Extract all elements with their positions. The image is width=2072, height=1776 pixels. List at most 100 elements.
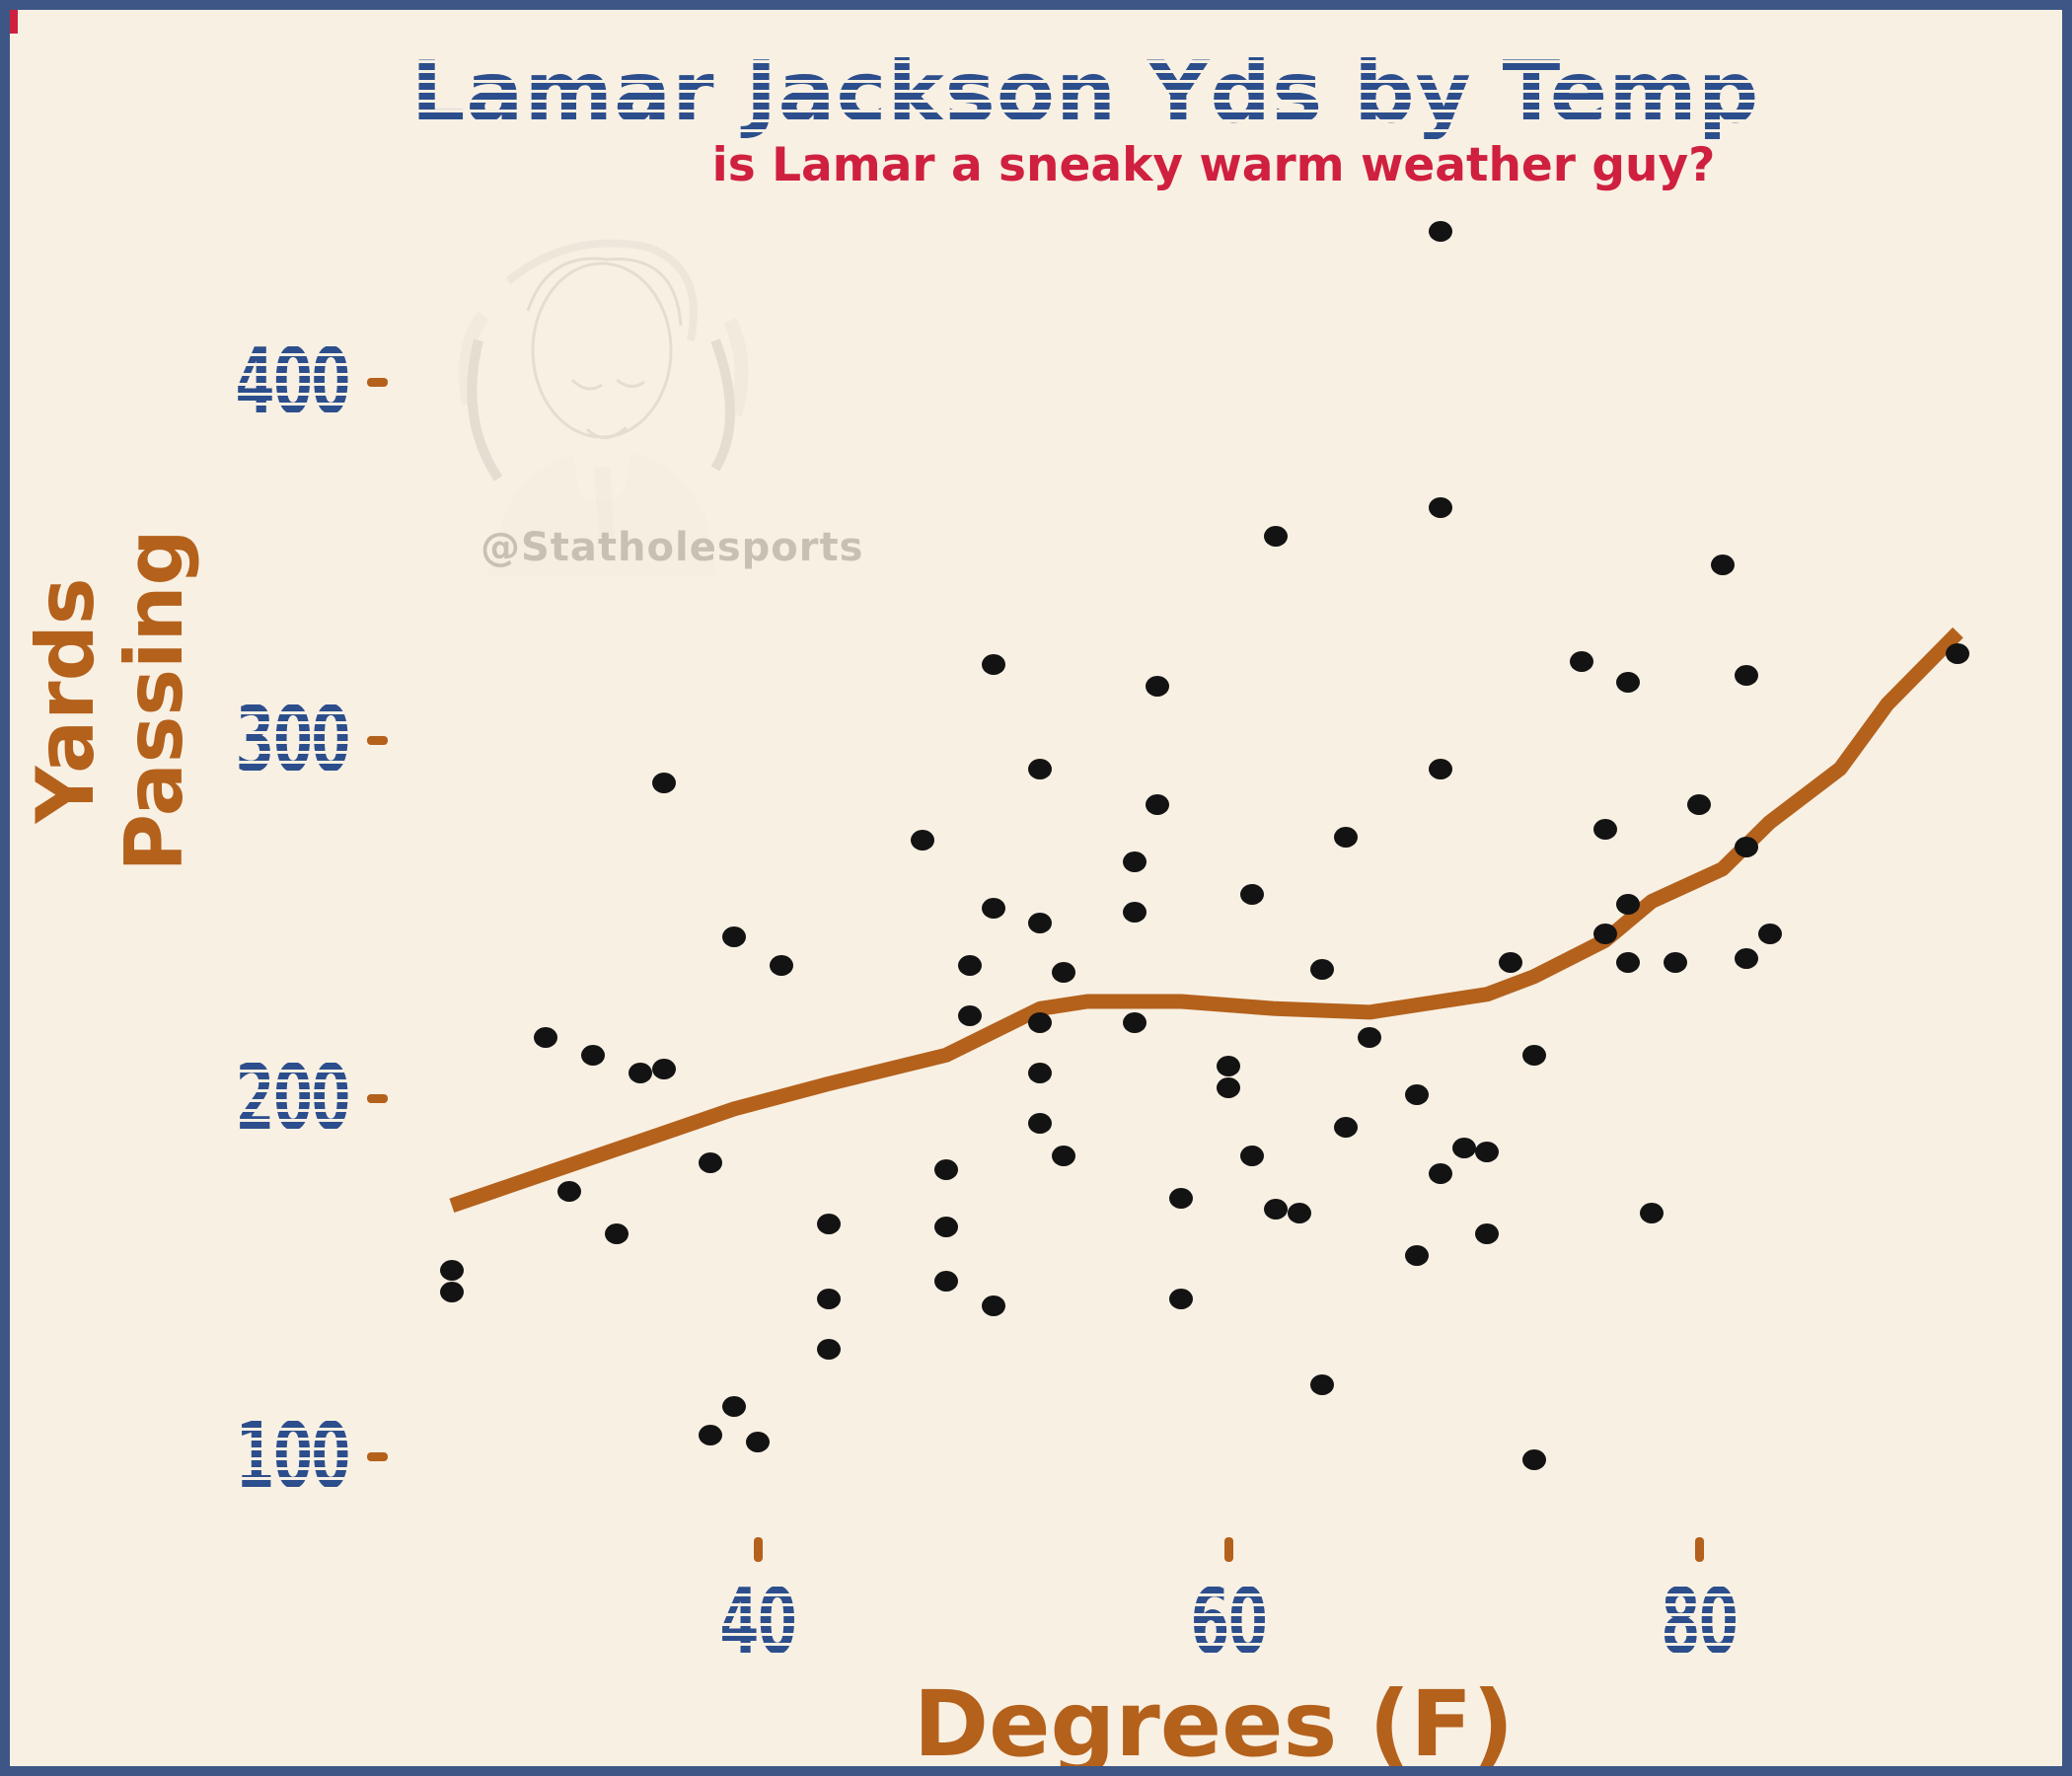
chart-subtitle: is Lamar a sneaky warm weather guy?	[711, 138, 1716, 192]
data-point	[1287, 1202, 1311, 1223]
trend-line	[449, 627, 1963, 1213]
data-point	[1734, 947, 1758, 969]
chart-title-text: Lamar Jackson Yds by Temp	[405, 43, 1766, 142]
data-point	[439, 1259, 464, 1281]
border-red-notch	[10, 10, 18, 34]
data-point	[1028, 758, 1053, 779]
x-axis-title: Degrees (F)	[913, 1671, 1515, 1776]
data-point	[1734, 837, 1758, 858]
data-point	[1122, 851, 1147, 872]
y-tick-mark	[367, 1094, 388, 1103]
chart-title: Lamar Jackson Yds by Temp	[405, 43, 1766, 142]
data-point	[722, 926, 747, 948]
x-tick-mark	[1695, 1537, 1704, 1562]
data-point	[1334, 826, 1359, 848]
data-point	[1169, 1188, 1194, 1210]
data-point	[816, 1213, 841, 1234]
x-tick-value: 60	[1186, 1569, 1271, 1674]
data-point	[816, 1288, 841, 1309]
data-point	[1028, 912, 1053, 933]
data-point	[1428, 496, 1452, 518]
data-point	[1640, 1202, 1665, 1223]
data-point	[1499, 951, 1523, 973]
x-tick-value: 40	[715, 1569, 800, 1674]
data-point	[1169, 1288, 1194, 1309]
data-point	[1310, 958, 1335, 980]
data-point	[1239, 883, 1264, 905]
data-point	[1122, 901, 1147, 923]
data-point	[933, 1270, 958, 1292]
y-tick-label: 100	[178, 1403, 353, 1509]
data-point	[604, 1223, 629, 1245]
data-point	[1687, 793, 1711, 815]
data-point	[1475, 1141, 1500, 1162]
data-point	[981, 898, 1005, 920]
data-point	[1122, 1012, 1147, 1034]
data-point	[769, 955, 793, 977]
data-point	[1428, 1162, 1452, 1184]
y-tick-label: 400	[178, 336, 353, 427]
data-point	[1616, 894, 1641, 916]
data-point	[1239, 1145, 1264, 1166]
data-point	[1358, 1026, 1382, 1048]
data-point	[957, 1005, 982, 1026]
data-point	[1263, 525, 1288, 547]
data-point	[1028, 1012, 1053, 1034]
data-point	[1146, 676, 1170, 698]
data-point	[1310, 1373, 1335, 1395]
x-tick-label: 80	[1632, 1577, 1766, 1667]
data-point	[1475, 1223, 1500, 1245]
data-point	[1522, 1044, 1547, 1066]
data-point	[1592, 923, 1617, 944]
data-point	[581, 1044, 606, 1066]
data-point	[1052, 962, 1076, 984]
data-point	[1569, 650, 1593, 672]
data-point	[1028, 1112, 1053, 1134]
data-point	[722, 1395, 747, 1417]
x-tick-value: 80	[1657, 1569, 1741, 1674]
data-point	[1710, 554, 1735, 575]
data-point	[699, 1151, 723, 1173]
data-point	[1052, 1145, 1076, 1166]
y-tick-label: 200	[178, 1045, 353, 1150]
data-point	[981, 654, 1005, 676]
data-point	[1217, 1076, 1240, 1098]
data-point	[1451, 1138, 1476, 1159]
data-point	[1946, 643, 1970, 665]
data-point	[1757, 923, 1782, 944]
data-point	[1428, 758, 1452, 779]
x-tick-label: 60	[1161, 1577, 1295, 1667]
watermark-handle: @Statholesports	[481, 525, 864, 570]
data-point	[957, 955, 982, 977]
x-tick-mark	[754, 1537, 763, 1562]
data-point	[1616, 951, 1641, 973]
data-point	[1146, 793, 1170, 815]
x-tick-label: 40	[691, 1577, 825, 1667]
data-point	[557, 1180, 582, 1202]
y-tick-value: 200	[231, 1045, 353, 1150]
data-point	[981, 1295, 1005, 1317]
data-point	[816, 1338, 841, 1360]
y-tick-mark	[367, 736, 388, 745]
data-point	[439, 1281, 464, 1302]
data-point	[1428, 221, 1452, 243]
data-point	[1334, 1116, 1359, 1138]
data-point	[910, 830, 934, 851]
player-sketch-watermark	[459, 239, 749, 481]
data-point	[933, 1159, 958, 1181]
data-point	[746, 1431, 770, 1452]
data-point	[1263, 1199, 1288, 1221]
y-tick-value: 300	[231, 687, 353, 792]
data-point	[699, 1424, 723, 1445]
data-point	[1664, 951, 1688, 973]
data-point	[534, 1026, 558, 1048]
y-tick-mark	[367, 1452, 388, 1461]
y-tick-label: 300	[178, 687, 353, 792]
data-point	[651, 773, 676, 794]
data-point	[1404, 1245, 1429, 1267]
data-point	[651, 1059, 676, 1080]
data-point	[628, 1063, 652, 1084]
data-point	[1217, 1055, 1240, 1076]
y-tick-value: 100	[231, 1403, 353, 1509]
y-tick-mark	[367, 378, 388, 387]
